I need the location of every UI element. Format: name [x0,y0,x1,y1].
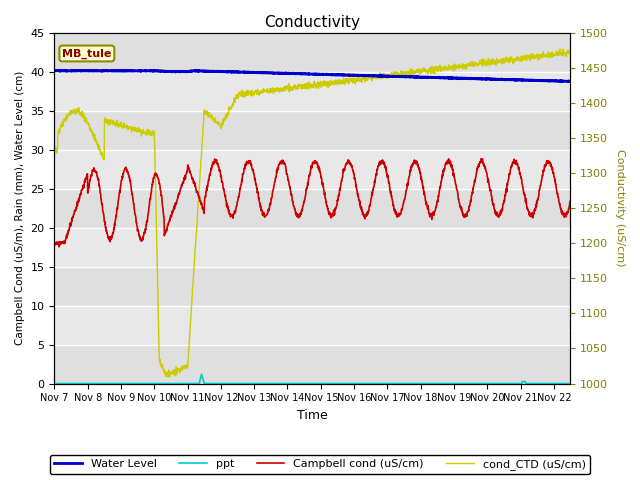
Bar [54,110,570,150]
Bar [54,189,570,228]
Line: Campbell cond (uS/cm): Campbell cond (uS/cm) [54,158,570,247]
Campbell cond (uS/cm) [457,206,465,212]
cond_CTD (uS/cm) [166,374,173,380]
cond_CTD (uS/cm) [457,63,465,69]
ppt [288,381,296,386]
ppt [457,381,465,386]
ppt [51,381,58,386]
Line: ppt: ppt [54,374,570,384]
Line: Water Level: Water Level [54,71,570,82]
Campbell cond (uS/cm) [479,156,486,161]
cond_CTD (uS/cm) [552,51,559,57]
Campbell cond (uS/cm) [552,183,560,189]
Bar [54,306,570,345]
Water Level [457,75,465,81]
Bar [54,266,570,306]
Campbell cond (uS/cm) [302,192,310,198]
Campbell cond (uS/cm) [288,193,296,199]
Campbell cond (uS/cm) [566,200,574,205]
Water Level [77,68,84,74]
Water Level [566,79,574,84]
cond_CTD (uS/cm) [302,81,310,86]
Campbell cond (uS/cm) [51,242,58,248]
cond_CTD (uS/cm) [556,46,564,52]
Water Level [88,68,95,73]
Text: MB_tule: MB_tule [62,48,111,59]
cond_CTD (uS/cm) [51,146,58,152]
Y-axis label: Campbell Cond (uS/m), Rain (mm), Water Level (cm): Campbell Cond (uS/m), Rain (mm), Water L… [15,71,25,345]
Bar [54,150,570,189]
cond_CTD (uS/cm) [566,49,574,55]
Bar [54,345,570,384]
Campbell cond (uS/cm) [55,244,63,250]
X-axis label: Time: Time [297,409,328,422]
ppt [198,372,205,377]
cond_CTD (uS/cm) [288,84,296,90]
Bar [54,72,570,110]
ppt [77,381,84,386]
Legend: Water Level, ppt, Campbell cond (uS/cm), cond_CTD (uS/cm): Water Level, ppt, Campbell cond (uS/cm),… [50,455,590,474]
Water Level [288,71,296,77]
Water Level [302,71,310,77]
Title: Conductivity: Conductivity [264,15,360,30]
cond_CTD (uS/cm) [77,112,84,118]
Line: cond_CTD (uS/cm): cond_CTD (uS/cm) [54,49,570,377]
Bar [54,228,570,266]
Water Level [552,78,559,84]
Campbell cond (uS/cm) [552,181,559,187]
ppt [302,381,310,386]
ppt [552,381,559,386]
Campbell cond (uS/cm) [77,191,85,197]
cond_CTD (uS/cm) [552,52,559,58]
Y-axis label: Conductivity (uS/cm): Conductivity (uS/cm) [615,149,625,267]
Bar [54,33,570,72]
Water Level [51,68,58,73]
Water Level [552,78,559,84]
ppt [566,381,574,386]
ppt [552,381,559,386]
